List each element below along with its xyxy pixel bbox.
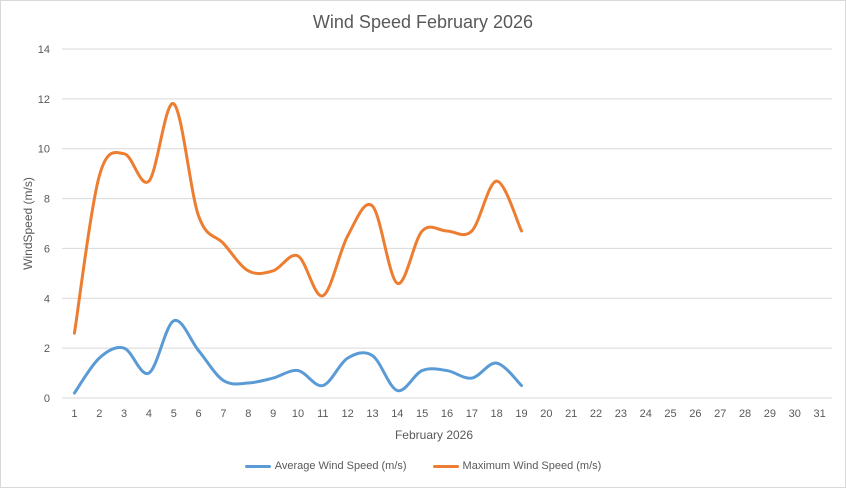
data-point xyxy=(147,372,150,375)
data-point xyxy=(73,332,76,335)
data-point xyxy=(520,229,523,232)
x-tick-label: 9 xyxy=(270,408,276,420)
data-point xyxy=(346,357,349,360)
data-point xyxy=(396,282,399,285)
legend-item: Average Wind Speed (m/s) xyxy=(244,460,407,472)
series-line-maximum xyxy=(72,102,524,335)
data-point xyxy=(520,384,523,387)
legend-swatch xyxy=(244,464,271,468)
x-tick-label: 6 xyxy=(196,408,202,420)
x-tick-label: 15 xyxy=(416,408,428,420)
data-point xyxy=(147,180,150,183)
legend-item: Maximum Wind Speed (m/s) xyxy=(432,460,602,472)
x-tick-label: 23 xyxy=(615,408,627,420)
series-line-average xyxy=(72,319,524,395)
data-point xyxy=(396,389,399,392)
x-tick-label: 19 xyxy=(515,408,527,420)
data-point xyxy=(73,392,76,395)
x-tick-label: 4 xyxy=(146,408,152,420)
data-point xyxy=(172,319,175,322)
x-tick-label: 29 xyxy=(764,408,776,420)
x-tick-label: 21 xyxy=(565,408,577,420)
data-point xyxy=(296,254,299,257)
x-tick-label: 2 xyxy=(96,408,102,420)
data-point xyxy=(321,384,324,387)
data-point xyxy=(197,215,200,218)
x-tick-label: 7 xyxy=(220,408,226,420)
x-tick-label: 17 xyxy=(466,408,478,420)
x-tick-label: 14 xyxy=(391,408,403,420)
data-point xyxy=(346,234,349,237)
x-tick-label: 31 xyxy=(813,408,825,420)
x-tick-label: 10 xyxy=(292,408,304,420)
x-tick-label: 20 xyxy=(540,408,552,420)
x-tick-label: 18 xyxy=(491,408,503,420)
x-tick-label: 24 xyxy=(640,408,652,420)
data-point xyxy=(172,102,175,105)
data-point xyxy=(123,152,126,155)
x-tick-label: 5 xyxy=(171,408,177,420)
data-point xyxy=(272,377,275,380)
x-tick-label: 8 xyxy=(245,408,251,420)
y-tick-label: 4 xyxy=(44,293,50,305)
legend: Average Wind Speed (m/s) Maximum Wind Spe… xyxy=(0,460,846,472)
data-point xyxy=(296,369,299,372)
data-point xyxy=(321,294,324,297)
data-point xyxy=(98,175,101,178)
data-point xyxy=(197,349,200,352)
x-tick-label: 28 xyxy=(739,408,751,420)
x-tick-label: 22 xyxy=(590,408,602,420)
data-point xyxy=(222,242,225,245)
x-tick-label: 30 xyxy=(789,408,801,420)
data-point xyxy=(470,229,473,232)
data-point xyxy=(421,369,424,372)
y-tick-label: 12 xyxy=(38,94,50,106)
data-point xyxy=(446,229,449,232)
legend-label: Average Wind Speed (m/s) xyxy=(274,460,407,472)
x-axis-title: February 2026 xyxy=(395,428,473,442)
y-tick-label: 8 xyxy=(44,194,50,206)
data-point xyxy=(371,354,374,357)
data-point xyxy=(446,369,449,372)
x-tick-label: 26 xyxy=(689,408,701,420)
y-tick-label: 2 xyxy=(44,343,50,355)
data-point xyxy=(247,269,250,272)
data-point xyxy=(123,347,126,350)
x-tick-label: 25 xyxy=(664,408,676,420)
chart-title: Wind Speed February 2026 xyxy=(312,12,534,32)
x-tick-label: 16 xyxy=(441,408,453,420)
x-tick-label: 3 xyxy=(121,408,127,420)
y-tick-label: 14 xyxy=(38,44,50,56)
x-tick-label: 13 xyxy=(366,408,378,420)
data-point xyxy=(222,379,225,382)
data-point xyxy=(371,205,374,208)
y-axis-title: WindSpeed (m/s) xyxy=(21,177,35,270)
data-point xyxy=(421,229,424,232)
data-point xyxy=(495,180,498,183)
legend-label: Maximum Wind Speed (m/s) xyxy=(462,460,602,472)
x-tick-label: 1 xyxy=(71,408,77,420)
data-point xyxy=(247,382,250,385)
data-point xyxy=(495,362,498,365)
legend-swatch xyxy=(432,464,459,468)
data-point xyxy=(470,377,473,380)
data-point xyxy=(98,357,101,360)
y-tick-label: 0 xyxy=(44,393,50,405)
x-tick-label: 27 xyxy=(714,408,726,420)
y-tick-label: 10 xyxy=(38,144,50,156)
x-tick-label: 12 xyxy=(342,408,354,420)
x-tick-label: 11 xyxy=(317,408,328,420)
y-tick-label: 6 xyxy=(44,243,50,255)
data-point xyxy=(272,269,275,272)
